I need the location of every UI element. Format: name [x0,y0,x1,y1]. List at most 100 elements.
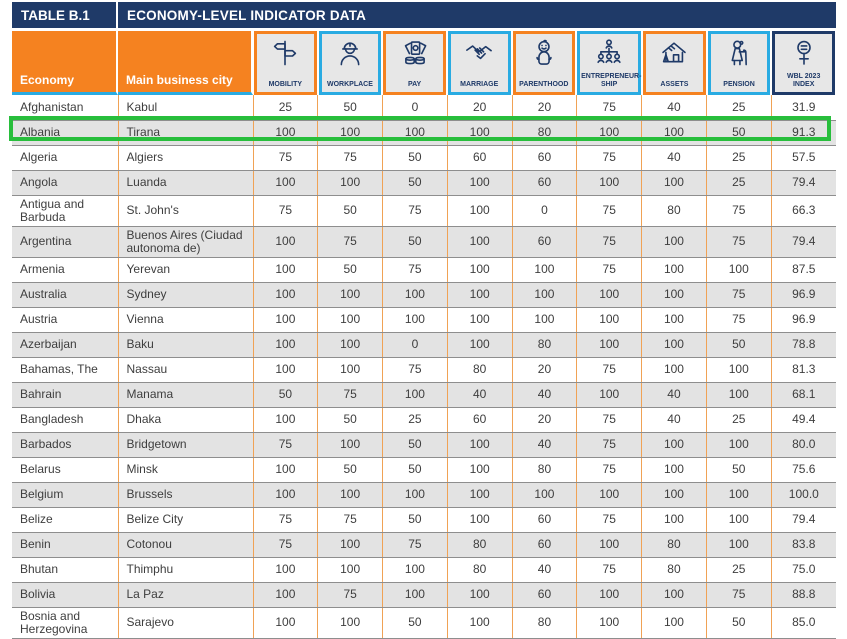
indicator-value-cell: 75 [317,382,383,408]
indicator-value-cell: 50 [317,95,383,121]
indicator-value-cell: 80 [446,532,513,558]
indicator-value-cell: 40 [511,557,577,583]
indicator-value-cell: 100 [576,582,642,608]
indicator-header-pay: PAY [383,31,446,95]
indicator-value-cell: 100 [446,195,513,227]
indicator-value-cell: 75 [317,145,383,171]
indicator-value-cell: 100 [317,532,383,558]
indicator-value-cell: 75 [252,507,318,533]
table-row: Angola Luanda 100 100 50 100 60 100 100 25 79.4 [12,170,836,196]
indicator-header-wbl-index: WBL 2023 INDEX [772,31,835,95]
indicator-value-cell: 66.3 [770,195,836,227]
indicator-value-cell: 49.4 [770,407,836,433]
indicator-value-cell: 100 [446,607,513,639]
city-cell: Buenos Aires (Ciudad autonoma de) [117,226,253,258]
indicator-value-cell: 100 [382,382,448,408]
indicator-header-pension: PENSION [707,31,771,95]
indicator-value-cell: 75 [576,557,642,583]
indicator-value-cell: 100 [576,120,642,146]
signpost-icon [270,38,300,73]
indicator-value-cell: 75 [252,145,318,171]
indicator-value-cell: 75 [576,145,642,171]
economy-cell: Albania [12,120,118,146]
indicator-value-cell: 100 [576,607,642,639]
indicator-value-cell: 20 [511,357,577,383]
indicator-value-cell: 50 [705,457,772,483]
indicator-value-cell: 80 [641,532,707,558]
indicator-value-cell: 25 [252,95,318,121]
table-row: Algeria Algiers 75 75 50 60 60 75 40 25 57.5 [12,145,836,171]
gender-equality-icon [789,38,819,73]
indicator-value-cell: 40 [511,432,577,458]
indicator-value-cell: 75 [382,357,448,383]
indicator-value-cell: 100 [317,282,383,308]
economy-cell: Benin [12,532,118,558]
indicator-value-cell: 80 [641,557,707,583]
indicator-value-cell: 100 [705,532,772,558]
indicator-value-cell: 100 [446,257,513,283]
elderly-woman-icon [724,38,754,73]
table-row: Azerbaijan Baku 100 100 0 100 80 100 100 50 78.8 [12,332,836,358]
indicator-value-cell: 0 [511,195,577,227]
page-title: ECONOMY-LEVEL INDICATOR DATA [118,2,836,28]
indicator-label: WBL 2023 INDEX [787,73,821,89]
table-row: Bahamas, The Nassau 100 100 75 80 20 75 100 100 81… [12,357,836,383]
indicator-value-cell: 25 [705,95,772,121]
table-row: Austria Vienna 100 100 100 100 100 100 100 75 96.9 [12,307,836,333]
indicator-value-cell: 100 [252,582,318,608]
indicator-value-cell: 100 [641,282,707,308]
indicator-value-cell: 75 [705,195,772,227]
indicator-label: MARRIAGE [460,80,499,88]
indicator-value-cell: 75 [317,582,383,608]
city-cell: Minsk [117,457,253,483]
table-number-label: TABLE B.1 [12,2,118,28]
table-row: Antigua and Barbuda St. John's 75 50 75 100 0 7… [12,195,836,227]
indicator-label: ASSETS [660,80,689,88]
indicator-header-mobility: MOBILITY [254,31,317,95]
economy-cell: Algeria [12,145,118,171]
indicator-value-cell: 100 [641,507,707,533]
indicator-value-cell: 100 [511,482,577,508]
indicator-value-cell: 75 [382,257,448,283]
indicator-value-cell: 100 [641,257,707,283]
indicator-header-marriage: MARRIAGE [447,31,511,95]
economy-cell: Angola [12,170,118,196]
table-row: Belgium Brussels 100 100 100 100 100 100 100 100 1… [12,482,836,508]
indicator-value-cell: 75.0 [770,557,836,583]
indicator-value-cell: 100 [446,170,513,196]
indicator-value-cell: 100 [641,226,707,258]
city-cell: Brussels [117,482,253,508]
indicator-value-cell: 75 [576,226,642,258]
indicator-label: WORKPLACE [326,80,373,88]
indicator-label: PARENTHOOD [519,80,569,88]
indicator-value-cell: 50 [705,332,772,358]
indicator-value-cell: 20 [446,95,513,121]
indicator-value-cell: 25 [382,407,448,433]
indicator-header-assets: ASSETS [643,31,706,95]
indicator-value-cell: 100 [705,507,772,533]
indicator-value-cell: 100 [641,120,707,146]
indicator-value-cell: 100 [705,482,772,508]
indicator-value-cell: 75 [382,195,448,227]
table-body: Afghanistan Kabul 25 50 0 20 20 75 40 25 31.9 Alban… [12,95,836,639]
table-row: Belize Belize City 75 75 50 100 60 75 100 100 79.4 [12,507,836,533]
economy-cell: Belgium [12,482,118,508]
economy-cell: Australia [12,282,118,308]
city-cell: Thimphu [117,557,253,583]
indicator-value-cell: 75 [705,226,772,258]
indicator-value-cell: 100 [252,407,318,433]
city-cell: Yerevan [117,257,253,283]
indicator-value-cell: 100 [252,607,318,639]
city-cell: Vienna [117,307,253,333]
indicator-value-cell: 100 [576,482,642,508]
economy-cell: Bhutan [12,557,118,583]
city-cell: Manama [117,382,253,408]
indicator-value-cell: 79.4 [770,226,836,258]
indicator-value-cell: 75 [252,432,318,458]
city-cell: Baku [117,332,253,358]
indicator-value-cell: 100 [446,332,513,358]
indicator-value-cell: 100 [641,482,707,508]
table-row: Bangladesh Dhaka 100 50 25 60 20 75 40 25 49.4 [12,407,836,433]
indicator-value-cell: 68.1 [770,382,836,408]
column-header: Economy Main business city MOBILITY [12,31,836,95]
